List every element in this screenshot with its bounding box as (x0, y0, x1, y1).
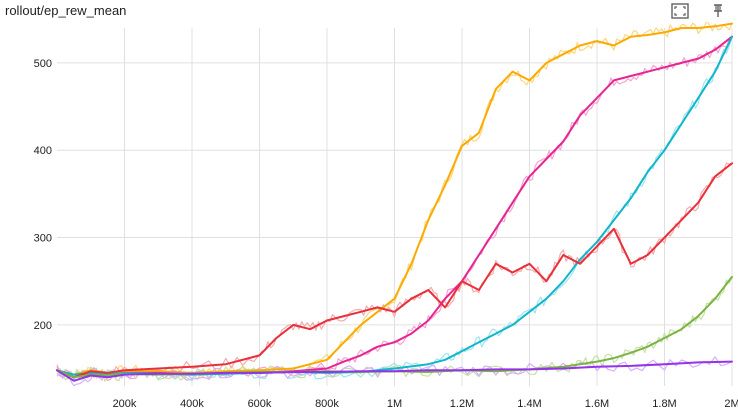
x-tick-label: 400k (180, 398, 204, 410)
series-line[interactable] (56, 22, 733, 376)
grid-lines (57, 28, 733, 386)
y-tick-label: 400 (34, 145, 52, 157)
series-line[interactable] (56, 162, 733, 379)
y-tick-label: 300 (34, 233, 52, 245)
pin-icon[interactable] (707, 0, 729, 22)
smoothed-series-layer (56, 22, 733, 382)
series-line[interactable] (56, 360, 733, 382)
x-tick-label: 200k (113, 398, 137, 410)
x-tick-label: 1.6M (585, 398, 609, 410)
y-tick-label: 200 (34, 320, 52, 332)
x-tick-label: 2M (724, 398, 738, 410)
axis-labels: 200k 400k 600k 800k 1M 1.2M 1.4M 1.6M 1.8M 2M 200 3… (34, 58, 738, 410)
series-raw-line (56, 36, 733, 382)
x-tick-label: 1.2M (450, 398, 474, 410)
x-tick-label: 1.4M (517, 398, 541, 410)
y-tick-label: 500 (34, 58, 52, 70)
x-tick-label: 800k (315, 398, 339, 410)
fit-domain-icon[interactable] (669, 0, 691, 22)
x-tick-label: 600k (248, 398, 272, 410)
chart-title: rollout/ep_rew_mean (5, 3, 127, 18)
card-header: rollout/ep_rew_mean (0, 0, 738, 22)
x-tick-label: 1.8M (652, 398, 676, 410)
line-chart: 200k 400k 600k 800k 1M 1.2M 1.4M 1.6M 1.8M 2M 200 3… (34, 22, 738, 410)
x-tick-label: 1M (387, 398, 402, 410)
